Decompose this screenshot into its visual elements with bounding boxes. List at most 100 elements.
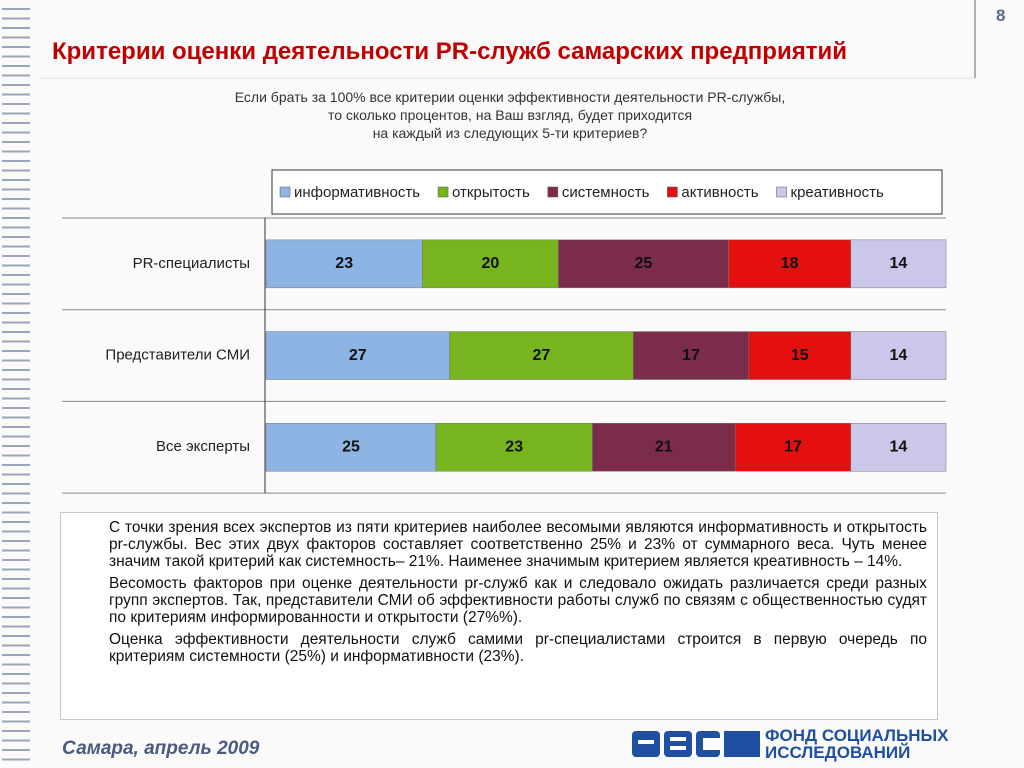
footer: Самара, апрель 2009	[62, 738, 260, 759]
stripe	[2, 112, 30, 115]
stripe	[2, 530, 30, 533]
stripe	[2, 131, 30, 134]
data-label: 14	[890, 438, 908, 455]
stripe	[2, 302, 30, 305]
stripe	[2, 701, 30, 704]
logo-line: ИССЛЕДОВАНИЙ	[765, 743, 911, 762]
bar-segment	[449, 331, 634, 380]
data-label: 25	[635, 255, 653, 272]
stripe	[2, 46, 30, 48]
stripe	[2, 568, 30, 571]
stripe	[2, 454, 30, 457]
legend-swatch	[547, 186, 559, 198]
stripe	[2, 492, 30, 495]
bar-segment	[850, 331, 947, 380]
stripe	[2, 321, 30, 324]
text-box: С точки зрения всех экспертов из пяти кр…	[60, 512, 938, 720]
data-label: 15	[791, 347, 809, 364]
stripe	[2, 264, 30, 267]
stripe	[2, 17, 30, 20]
bar-segment	[850, 239, 947, 289]
paragraph: С точки зрения всех экспертов из пяти кр…	[109, 519, 927, 570]
stripe	[2, 549, 30, 552]
stripe	[2, 217, 30, 219]
stripe	[2, 720, 30, 723]
bar-segment	[265, 239, 423, 289]
legend-label: системность	[562, 184, 650, 201]
data-label: 18	[781, 255, 799, 272]
logo-line: ФОНД СОЦИАЛЬНЫХ	[765, 726, 949, 745]
stripe	[2, 663, 30, 666]
stripe	[2, 236, 30, 238]
stripe	[2, 511, 30, 514]
stripe	[2, 692, 30, 694]
stripe	[2, 749, 30, 751]
question: Если брать за 100% все критерии оценки э…	[150, 88, 870, 142]
stripe	[2, 27, 30, 29]
legend-label: креативность	[791, 184, 884, 201]
data-label: 17	[682, 347, 700, 364]
bar-segment	[435, 423, 593, 472]
stripe	[2, 635, 30, 637]
bar-segment	[558, 239, 729, 289]
stripe	[2, 426, 30, 428]
data-label: 25	[342, 438, 360, 455]
stripe	[2, 350, 30, 352]
page-number: 8	[996, 6, 1006, 25]
stripe	[2, 93, 30, 96]
data-label: 27	[349, 347, 367, 364]
stripe	[2, 502, 30, 504]
stripe	[2, 711, 30, 713]
stripe	[2, 65, 30, 67]
legend-swatch	[776, 186, 787, 198]
stripe	[2, 388, 30, 390]
legend-label: информативность	[294, 184, 420, 201]
stripe	[2, 359, 30, 362]
stripe	[2, 578, 30, 580]
category-label: PR-специалисты	[133, 255, 250, 272]
data-label: 17	[784, 438, 802, 455]
data-label: 23	[505, 438, 523, 455]
stripe	[2, 730, 30, 732]
stripe	[2, 435, 30, 438]
left-stripes	[2, 8, 30, 761]
stripe	[2, 397, 30, 400]
stripe	[2, 587, 30, 590]
bar-segment	[422, 239, 559, 289]
bar-segment	[632, 331, 750, 380]
stripe	[2, 739, 30, 742]
stripe	[2, 654, 30, 656]
stripe	[2, 160, 30, 162]
stripe	[2, 673, 30, 675]
stripe	[2, 416, 30, 419]
logo-text: ФОНД СОЦИАЛЬНЫХ ИССЛЕДОВАНИЙ	[765, 727, 948, 761]
stripe	[2, 606, 30, 609]
bar-segment	[728, 239, 852, 289]
logo-icon	[632, 731, 760, 757]
bar-segment	[734, 423, 852, 472]
stripe	[2, 407, 30, 409]
stripe	[2, 369, 30, 371]
legend-swatch	[437, 186, 449, 198]
category-label: Представители СМИ	[105, 347, 250, 364]
bar-segment	[592, 423, 736, 472]
question-line: то сколько процентов, на Ваш взгляд, буд…	[327, 107, 693, 123]
stripe	[2, 473, 30, 476]
stripe	[2, 559, 30, 561]
bar-segment	[850, 423, 947, 472]
stripe	[2, 255, 30, 257]
stripe	[2, 283, 30, 286]
stripe	[2, 103, 30, 105]
stripe	[2, 521, 30, 523]
bar-segment	[265, 331, 450, 380]
legend-swatch	[279, 186, 291, 198]
stripe	[2, 378, 30, 381]
stripe	[2, 141, 30, 143]
stripe	[2, 625, 30, 628]
legend-box	[271, 169, 943, 215]
paragraph: Весомость факторов при оценке деятельнос…	[109, 575, 927, 626]
legend-label: открытость	[452, 184, 530, 201]
data-label: 21	[655, 438, 673, 455]
